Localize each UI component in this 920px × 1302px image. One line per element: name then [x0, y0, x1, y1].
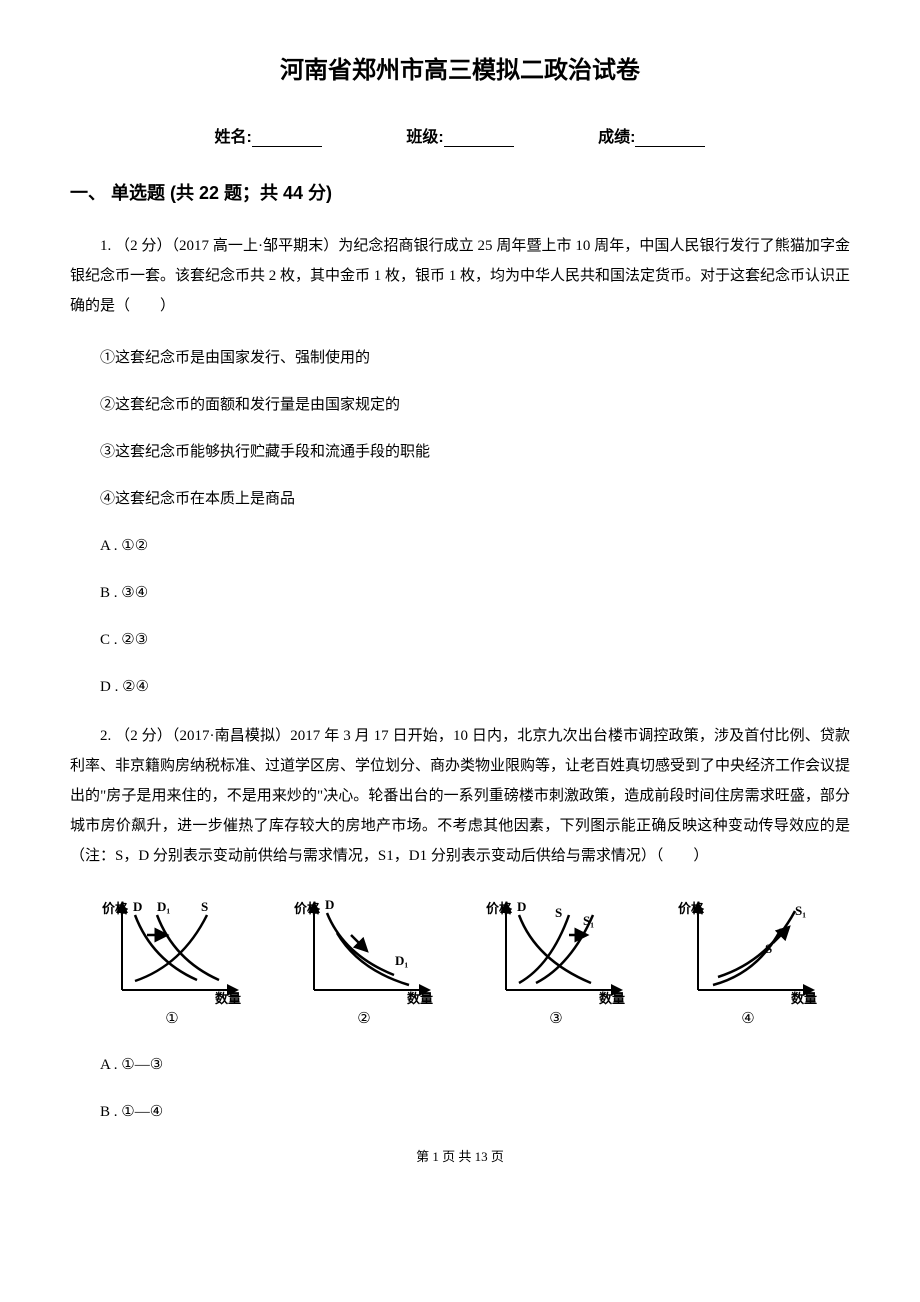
name-label: 姓名:	[215, 129, 252, 146]
graph-2-label: ②	[268, 1009, 460, 1028]
svg-text:S₁: S₁	[583, 913, 594, 928]
xlabel: 数量	[215, 991, 241, 1005]
svg-text:价格: 价格	[294, 901, 321, 916]
svg-text:D: D	[517, 899, 526, 914]
student-info-line: 姓名: 班级: 成绩:	[70, 123, 850, 147]
graph-2-svg: 价格 数量 D D₁	[289, 895, 439, 1005]
q1-optA: A . ①②	[70, 533, 850, 560]
q1-stmt4: ④这套纪念币在本质上是商品	[70, 486, 850, 513]
class-label: 班级:	[406, 129, 443, 146]
graph-3: 价格 数量 D S S₁ ③	[460, 895, 652, 1028]
graph-1: 价格 数量 D D₁ S ①	[76, 895, 268, 1028]
score-blank	[635, 146, 705, 147]
exam-page: 河南省郑州市高三模拟二政治试卷 姓名: 班级: 成绩: 一、 单选题 (共 22…	[0, 0, 920, 1195]
svg-text:S: S	[201, 899, 208, 914]
graph-3-label: ③	[460, 1009, 652, 1028]
q2-optB: B . ①—④	[70, 1099, 850, 1126]
svg-text:D₁: D₁	[395, 953, 408, 968]
q1-optB: B . ③④	[70, 580, 850, 607]
svg-text:价格: 价格	[678, 901, 705, 916]
graphs-row: 价格 数量 D D₁ S ①	[70, 895, 850, 1028]
q1-optD: D . ②④	[70, 674, 850, 701]
graph-3-svg: 价格 数量 D S S₁	[481, 895, 631, 1005]
svg-text:数量: 数量	[599, 991, 625, 1005]
q1-stmt1: ①这套纪念币是由国家发行、强制使用的	[70, 345, 850, 372]
svg-text:D: D	[325, 897, 334, 912]
score-label: 成绩:	[598, 129, 635, 146]
svg-text:S₁: S₁	[795, 903, 806, 918]
svg-text:D₁: D₁	[157, 899, 170, 914]
section-heading: 一、 单选题 (共 22 题；共 44 分)	[70, 179, 850, 205]
score-field: 成绩:	[598, 123, 705, 147]
svg-text:S: S	[555, 905, 562, 920]
q2-stem: 2. （2 分）（2017·南昌模拟）2017 年 3 月 17 日开始，10 …	[70, 721, 850, 871]
ylabel: 价格	[102, 901, 129, 916]
q1-stem: 1. （2 分）（2017 高一上·邹平期末）为纪念招商银行成立 25 周年暨上…	[70, 231, 850, 321]
q2-optA: A . ①—③	[70, 1052, 850, 1079]
q1-stmt3: ③这套纪念币能够执行贮藏手段和流通手段的职能	[70, 439, 850, 466]
svg-text:数量: 数量	[407, 991, 433, 1005]
q1-stmt2: ②这套纪念币的面额和发行量是由国家规定的	[70, 392, 850, 419]
graph-1-label: ①	[76, 1009, 268, 1028]
name-blank	[252, 146, 322, 147]
graph-4: 价格 数量 S S₁ ④	[652, 895, 844, 1028]
graph-1-svg: 价格 数量 D D₁ S	[97, 895, 247, 1005]
graph-4-label: ④	[652, 1009, 844, 1028]
svg-text:价格: 价格	[486, 901, 513, 916]
graph-2: 价格 数量 D D₁ ②	[268, 895, 460, 1028]
q1-optC: C . ②③	[70, 627, 850, 654]
graph-4-svg: 价格 数量 S S₁	[673, 895, 823, 1005]
name-field: 姓名:	[215, 123, 322, 147]
svg-text:数量: 数量	[791, 991, 817, 1005]
class-field: 班级:	[406, 123, 513, 147]
class-blank	[444, 146, 514, 147]
svg-text:D: D	[133, 899, 142, 914]
page-footer: 第 1 页 共 13 页	[70, 1146, 850, 1165]
page-title: 河南省郑州市高三模拟二政治试卷	[70, 50, 850, 85]
